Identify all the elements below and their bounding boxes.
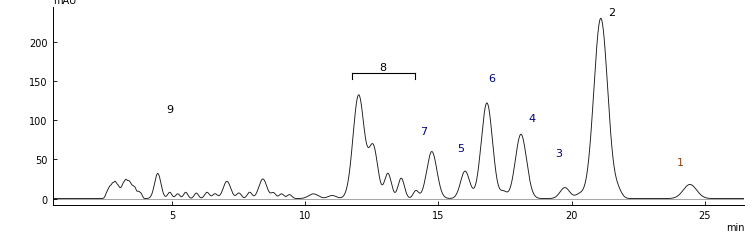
Text: 6: 6 — [488, 73, 496, 83]
Text: min: min — [726, 222, 744, 232]
Text: 9: 9 — [166, 104, 173, 115]
Text: 5: 5 — [457, 144, 465, 154]
Text: 1: 1 — [677, 158, 684, 168]
Text: 2: 2 — [608, 8, 615, 18]
Text: mAU: mAU — [53, 0, 76, 6]
Text: 3: 3 — [555, 148, 562, 158]
Text: 8: 8 — [380, 62, 387, 72]
Text: 7: 7 — [420, 126, 427, 136]
Text: 4: 4 — [528, 114, 535, 124]
